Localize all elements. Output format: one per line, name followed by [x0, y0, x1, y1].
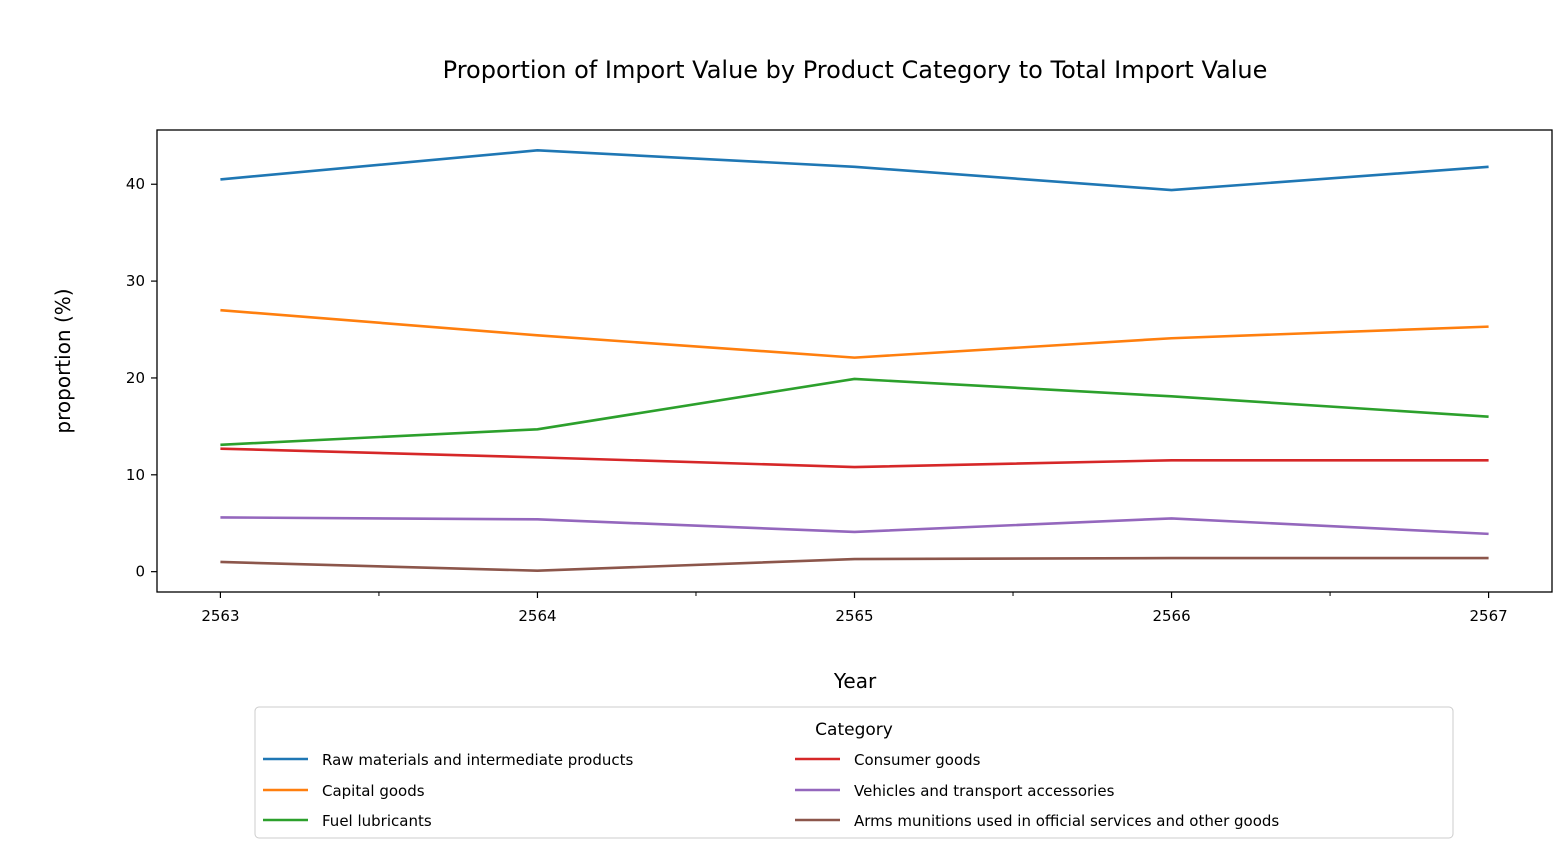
- y-axis-label: proportion (%): [51, 288, 75, 433]
- x-axis-label: Year: [833, 669, 877, 693]
- legend-label: Raw materials and intermediate products: [322, 751, 633, 769]
- series-line-5: [220, 516, 1489, 536]
- y-tick-label: 20: [126, 369, 145, 387]
- legend-frame: [254, 706, 1454, 839]
- series-line-1: [220, 149, 1489, 192]
- legend-label: Vehicles and transport accessories: [854, 782, 1115, 800]
- y-tick-label: 0: [135, 563, 145, 581]
- x-tick-label: 2566: [1152, 607, 1190, 625]
- y-tick-label: 10: [126, 466, 145, 484]
- legend: Category Raw materials and intermediate …: [254, 706, 1454, 839]
- series-lines: [220, 149, 1489, 572]
- plot-area: 0 10 20 30 40 2563 2564 2565 2566 2567: [126, 129, 1553, 625]
- y-tick-label: 40: [126, 175, 145, 193]
- x-tick-label: 2563: [201, 607, 239, 625]
- x-tick-label: 2564: [518, 607, 556, 625]
- series-line-4: [220, 447, 1489, 469]
- x-tick-label: 2567: [1469, 607, 1507, 625]
- series-line-3: [220, 377, 1489, 447]
- x-tick-label: 2565: [835, 607, 873, 625]
- legend-title: Category: [815, 720, 893, 740]
- x-axis: 2563 2564 2565 2566 2567: [201, 592, 1508, 625]
- series-line-6: [220, 556, 1489, 572]
- legend-items: Raw materials and intermediate products C…: [263, 751, 1279, 830]
- y-axis: 0 10 20 30 40: [126, 175, 157, 581]
- legend-label: Consumer goods: [854, 751, 981, 769]
- y-tick-label: 30: [126, 272, 145, 290]
- legend-label: Capital goods: [322, 782, 425, 800]
- legend-label: Fuel lubricants: [322, 812, 432, 830]
- plot-frame: [156, 129, 1553, 593]
- series-line-2: [220, 308, 1489, 359]
- chart-title: Proportion of Import Value by Product Ca…: [443, 56, 1268, 84]
- legend-label: Arms munitions used in official services…: [854, 812, 1279, 830]
